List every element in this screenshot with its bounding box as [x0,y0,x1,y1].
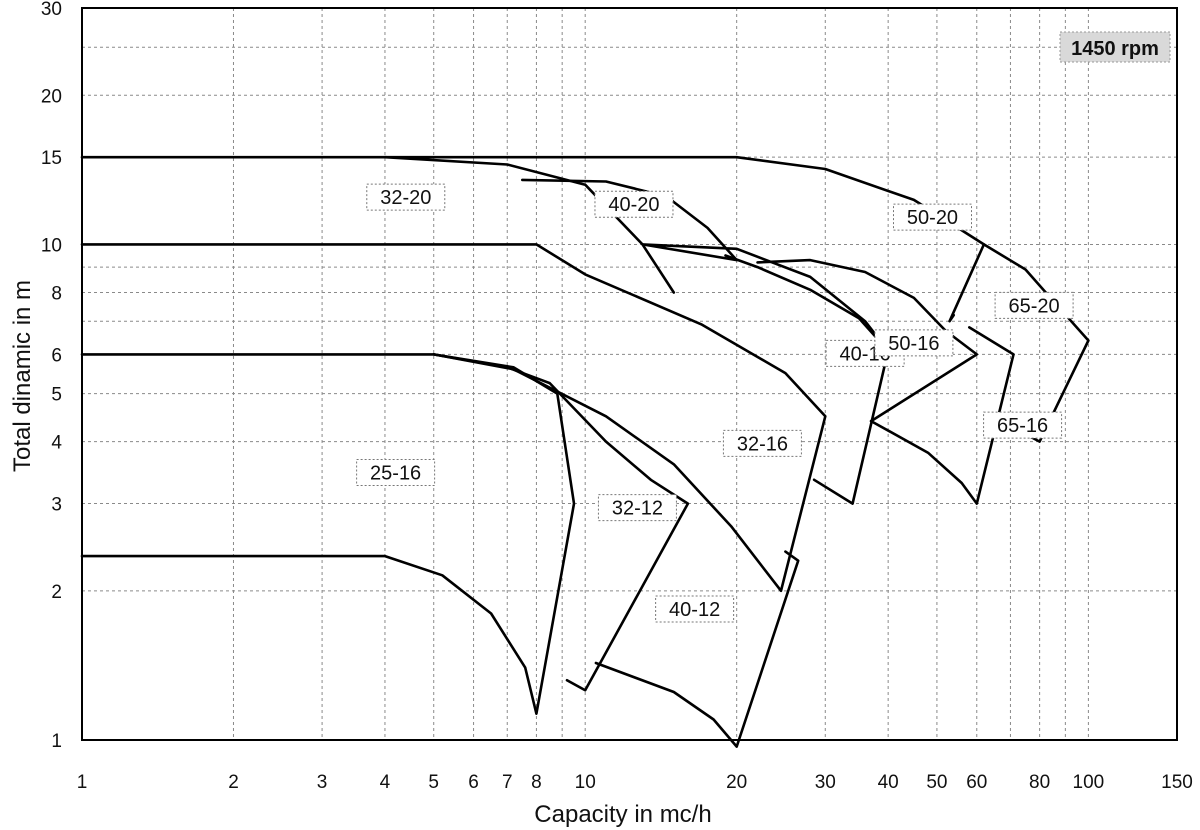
x-tick-label: 50 [926,772,947,793]
x-tick-label: 20 [726,772,747,793]
model-label-32-12: 32-12 [597,494,677,522]
y-tick-label: 1 [51,731,62,752]
tick-layer: 1 2 3 4 5 6 7 8 10 20 30 40 50 60 80 100 150123456810152… [41,0,1193,793]
pump-curve-40-16 [724,254,890,505]
model-label-box [655,595,735,623]
x-tick-label: 60 [966,772,987,793]
x-tick-label: 2 [228,772,239,793]
model-label-text: 50-16 [888,333,939,355]
y-tick-label: 2 [51,582,62,603]
model-label-text: 32-20 [380,187,431,209]
model-label-text: 50-20 [907,207,958,229]
pump-curve-50-20 [80,155,986,323]
model-label-text: 65-20 [1009,295,1060,317]
x-tick-label: 6 [468,772,479,793]
model-label-box [594,190,674,218]
x-tick-label: 5 [428,772,439,793]
model-label-box [356,458,436,486]
model-label-32-20: 32-20 [366,183,446,211]
model-label-box [874,329,954,357]
speed-annotation-text: 1450 rpm [1071,38,1159,60]
pump-curve-25-16 [80,353,576,716]
x-tick-label: 1 [77,772,88,793]
pump-curve-65-16 [869,326,1015,505]
y-tick-label: 20 [41,86,62,107]
y-tick-label: 15 [41,148,62,169]
curve-layer [80,155,1090,748]
x-tick-label: 10 [575,772,596,793]
x-tick-label: 7 [502,772,513,793]
pump-curve-50-16 [756,258,979,423]
y-tick-label: 6 [51,345,62,366]
model-label-box [994,291,1074,319]
x-tick-label: 3 [317,772,328,793]
x-tick-label: 150 [1161,772,1193,793]
model-label-text: 65-16 [997,415,1048,437]
pump-curve-65-20 [982,243,1090,443]
y-tick-label: 4 [51,433,62,454]
x-tick-label: 4 [380,772,391,793]
x-tick-label: 100 [1073,772,1105,793]
pump-curve-32-16 [80,243,827,593]
grid-layer [81,7,1178,741]
model-label-text: 25-16 [370,462,421,484]
speed-annotation: 1450 rpm [1059,31,1171,63]
y-tick-label: 8 [51,283,62,304]
model-label-text: 32-16 [737,433,788,455]
y-axis-title: Total dinamic in m [9,280,36,472]
x-tick-label: 80 [1029,772,1050,793]
x-tick-label: 40 [878,772,899,793]
x-tick-label: 8 [531,772,542,793]
x-tick-label: 30 [815,772,836,793]
speed-annotation-box [1059,31,1171,63]
plot-frame [81,7,1178,741]
y-tick-label: 10 [41,235,62,256]
pump-curve-40-12 [594,550,800,748]
model-label-40-20: 40-20 [594,190,674,218]
y-tick-label: 5 [51,385,62,406]
pump-curve-32-12 [432,353,690,692]
model-label-box [366,183,446,211]
model-label-text: 40-20 [608,194,659,216]
model-label-50-16: 50-16 [874,329,954,357]
model-label-box [983,411,1063,439]
y-tick-label: 3 [51,495,62,516]
model-label-box [892,203,972,231]
model-label-box [597,494,677,522]
model-label-65-16: 65-16 [983,411,1063,439]
model-label-box [722,429,802,457]
pump-curve-32-20 [383,155,676,294]
model-label-65-20: 65-20 [994,291,1074,319]
model-label-40-12: 40-12 [655,595,735,623]
model-label-25-16: 25-16 [356,458,436,486]
model-label-50-20: 50-20 [892,203,972,231]
y-tick-label: 30 [41,0,62,20]
model-label-32-16: 32-16 [722,429,802,457]
pump-curve-40-20 [520,178,890,353]
x-axis-title: Capacity in mc/h [534,801,711,828]
model-label-text: 32-12 [612,498,663,520]
model-label-text: 40-12 [669,599,720,621]
